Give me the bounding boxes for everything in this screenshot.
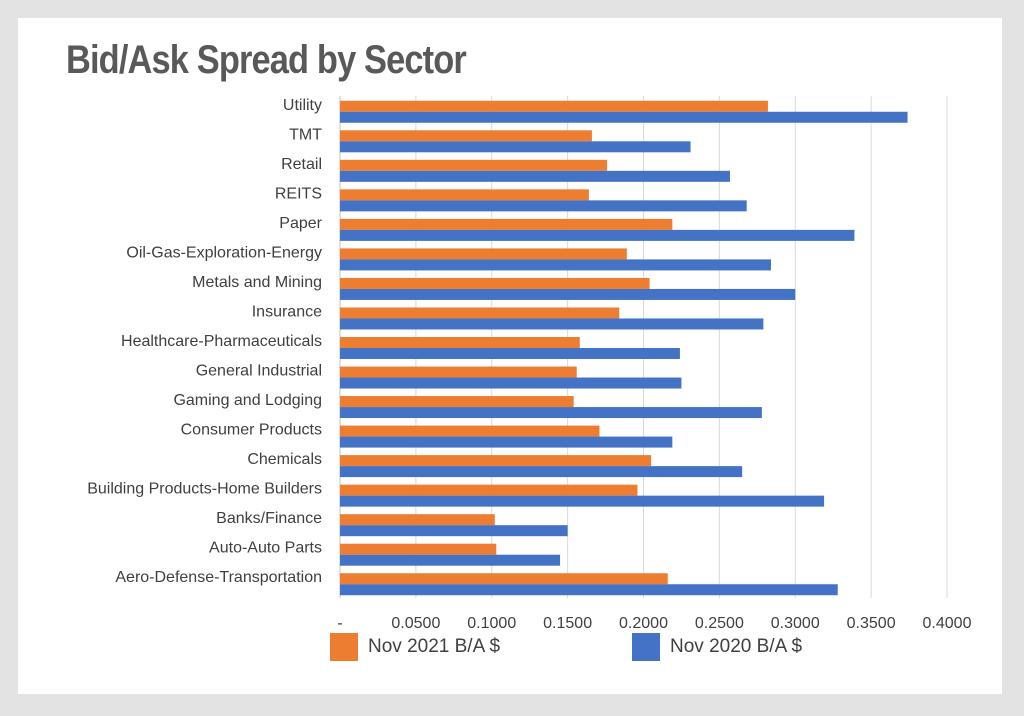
bar-2021 [340, 455, 652, 467]
category-label: Oil-Gas-Exploration-Energy [126, 244, 322, 261]
bar-2021 [340, 573, 668, 585]
bar-2021 [340, 248, 627, 260]
category-label: Gaming and Lodging [173, 392, 322, 409]
x-tick-label: - [337, 615, 342, 632]
legend-label-2021: Nov 2021 B/A $ [368, 636, 501, 657]
bar-2020 [340, 229, 855, 241]
x-tick-label: 0.3500 [847, 615, 896, 632]
legend-swatch-2021 [330, 633, 358, 661]
bars [340, 100, 908, 596]
bar-2021 [340, 514, 495, 526]
bar-2021 [340, 425, 600, 437]
bar-2021 [340, 366, 577, 378]
bar-2020 [340, 436, 673, 448]
x-axis-tick-labels: - 0.0500 0.1000 0.1500 0.2000 0.2500 0.3000 0.3… [337, 615, 971, 632]
legend-swatch-2020 [632, 633, 660, 661]
bar-2021 [340, 337, 580, 348]
category-label: Utility [283, 97, 322, 114]
bar-2020 [340, 554, 561, 566]
category-label: Retail [281, 156, 322, 173]
bar-2020 [340, 200, 747, 212]
bar-2020 [340, 288, 796, 300]
x-tick-label: 0.2000 [619, 615, 668, 632]
category-label: General Industrial [196, 363, 322, 380]
category-label: Auto-Auto Parts [209, 540, 322, 557]
category-label: Paper [279, 215, 322, 232]
x-tick-label: 0.3000 [771, 615, 820, 632]
category-label: Aero-Defense-Transportation [115, 569, 322, 586]
bar-2020 [340, 318, 764, 330]
bar-2020 [340, 407, 762, 419]
bar-2020 [340, 584, 838, 596]
category-labels: Utility TMT Retail REITS Paper Oil-Gas-Explor… [87, 97, 322, 586]
bar-2021 [340, 307, 620, 319]
category-label: REITS [275, 185, 322, 202]
category-label: TMT [289, 126, 322, 143]
x-tick-label: 0.4000 [923, 615, 972, 632]
bar-2020 [340, 259, 771, 271]
category-label: Metals and Mining [192, 274, 322, 291]
chart-title: Bid/Ask Spread by Sector [66, 38, 467, 82]
legend-item-2020: Nov 2020 B/A $ [632, 632, 802, 662]
x-tick-label: 0.2500 [695, 615, 744, 632]
bar-2021 [340, 100, 768, 112]
x-tick-label: 0.1500 [543, 615, 592, 632]
bar-2020 [340, 377, 682, 389]
category-label: Banks/Finance [216, 510, 322, 527]
bar-2020 [340, 141, 691, 153]
bar-2020 [340, 111, 908, 123]
bar-2021 [340, 189, 589, 201]
bar-2021 [340, 543, 497, 555]
bar-2021 [340, 484, 638, 496]
x-tick-label: 0.0500 [391, 615, 440, 632]
bar-2020 [340, 348, 680, 359]
bar-2021 [340, 396, 574, 408]
bar-2021 [340, 159, 608, 171]
bar-2021 [340, 218, 673, 230]
category-label: Insurance [252, 303, 322, 320]
legend-item-2021: Nov 2021 B/A $ [330, 632, 500, 662]
category-label: Building Products-Home Builders [87, 481, 322, 498]
bar-2020 [340, 525, 568, 537]
bar-2020 [340, 495, 825, 507]
bar-2021 [340, 277, 650, 289]
category-label: Consumer Products [181, 422, 322, 439]
bar-2021 [340, 130, 592, 142]
category-label: Chemicals [247, 451, 322, 468]
x-tick-label: 0.1000 [467, 615, 516, 632]
bar-2020 [340, 466, 743, 478]
bar-2020 [340, 170, 730, 182]
legend-label-2020: Nov 2020 B/A $ [670, 636, 803, 657]
category-label: Healthcare-Pharmaceuticals [121, 333, 322, 350]
